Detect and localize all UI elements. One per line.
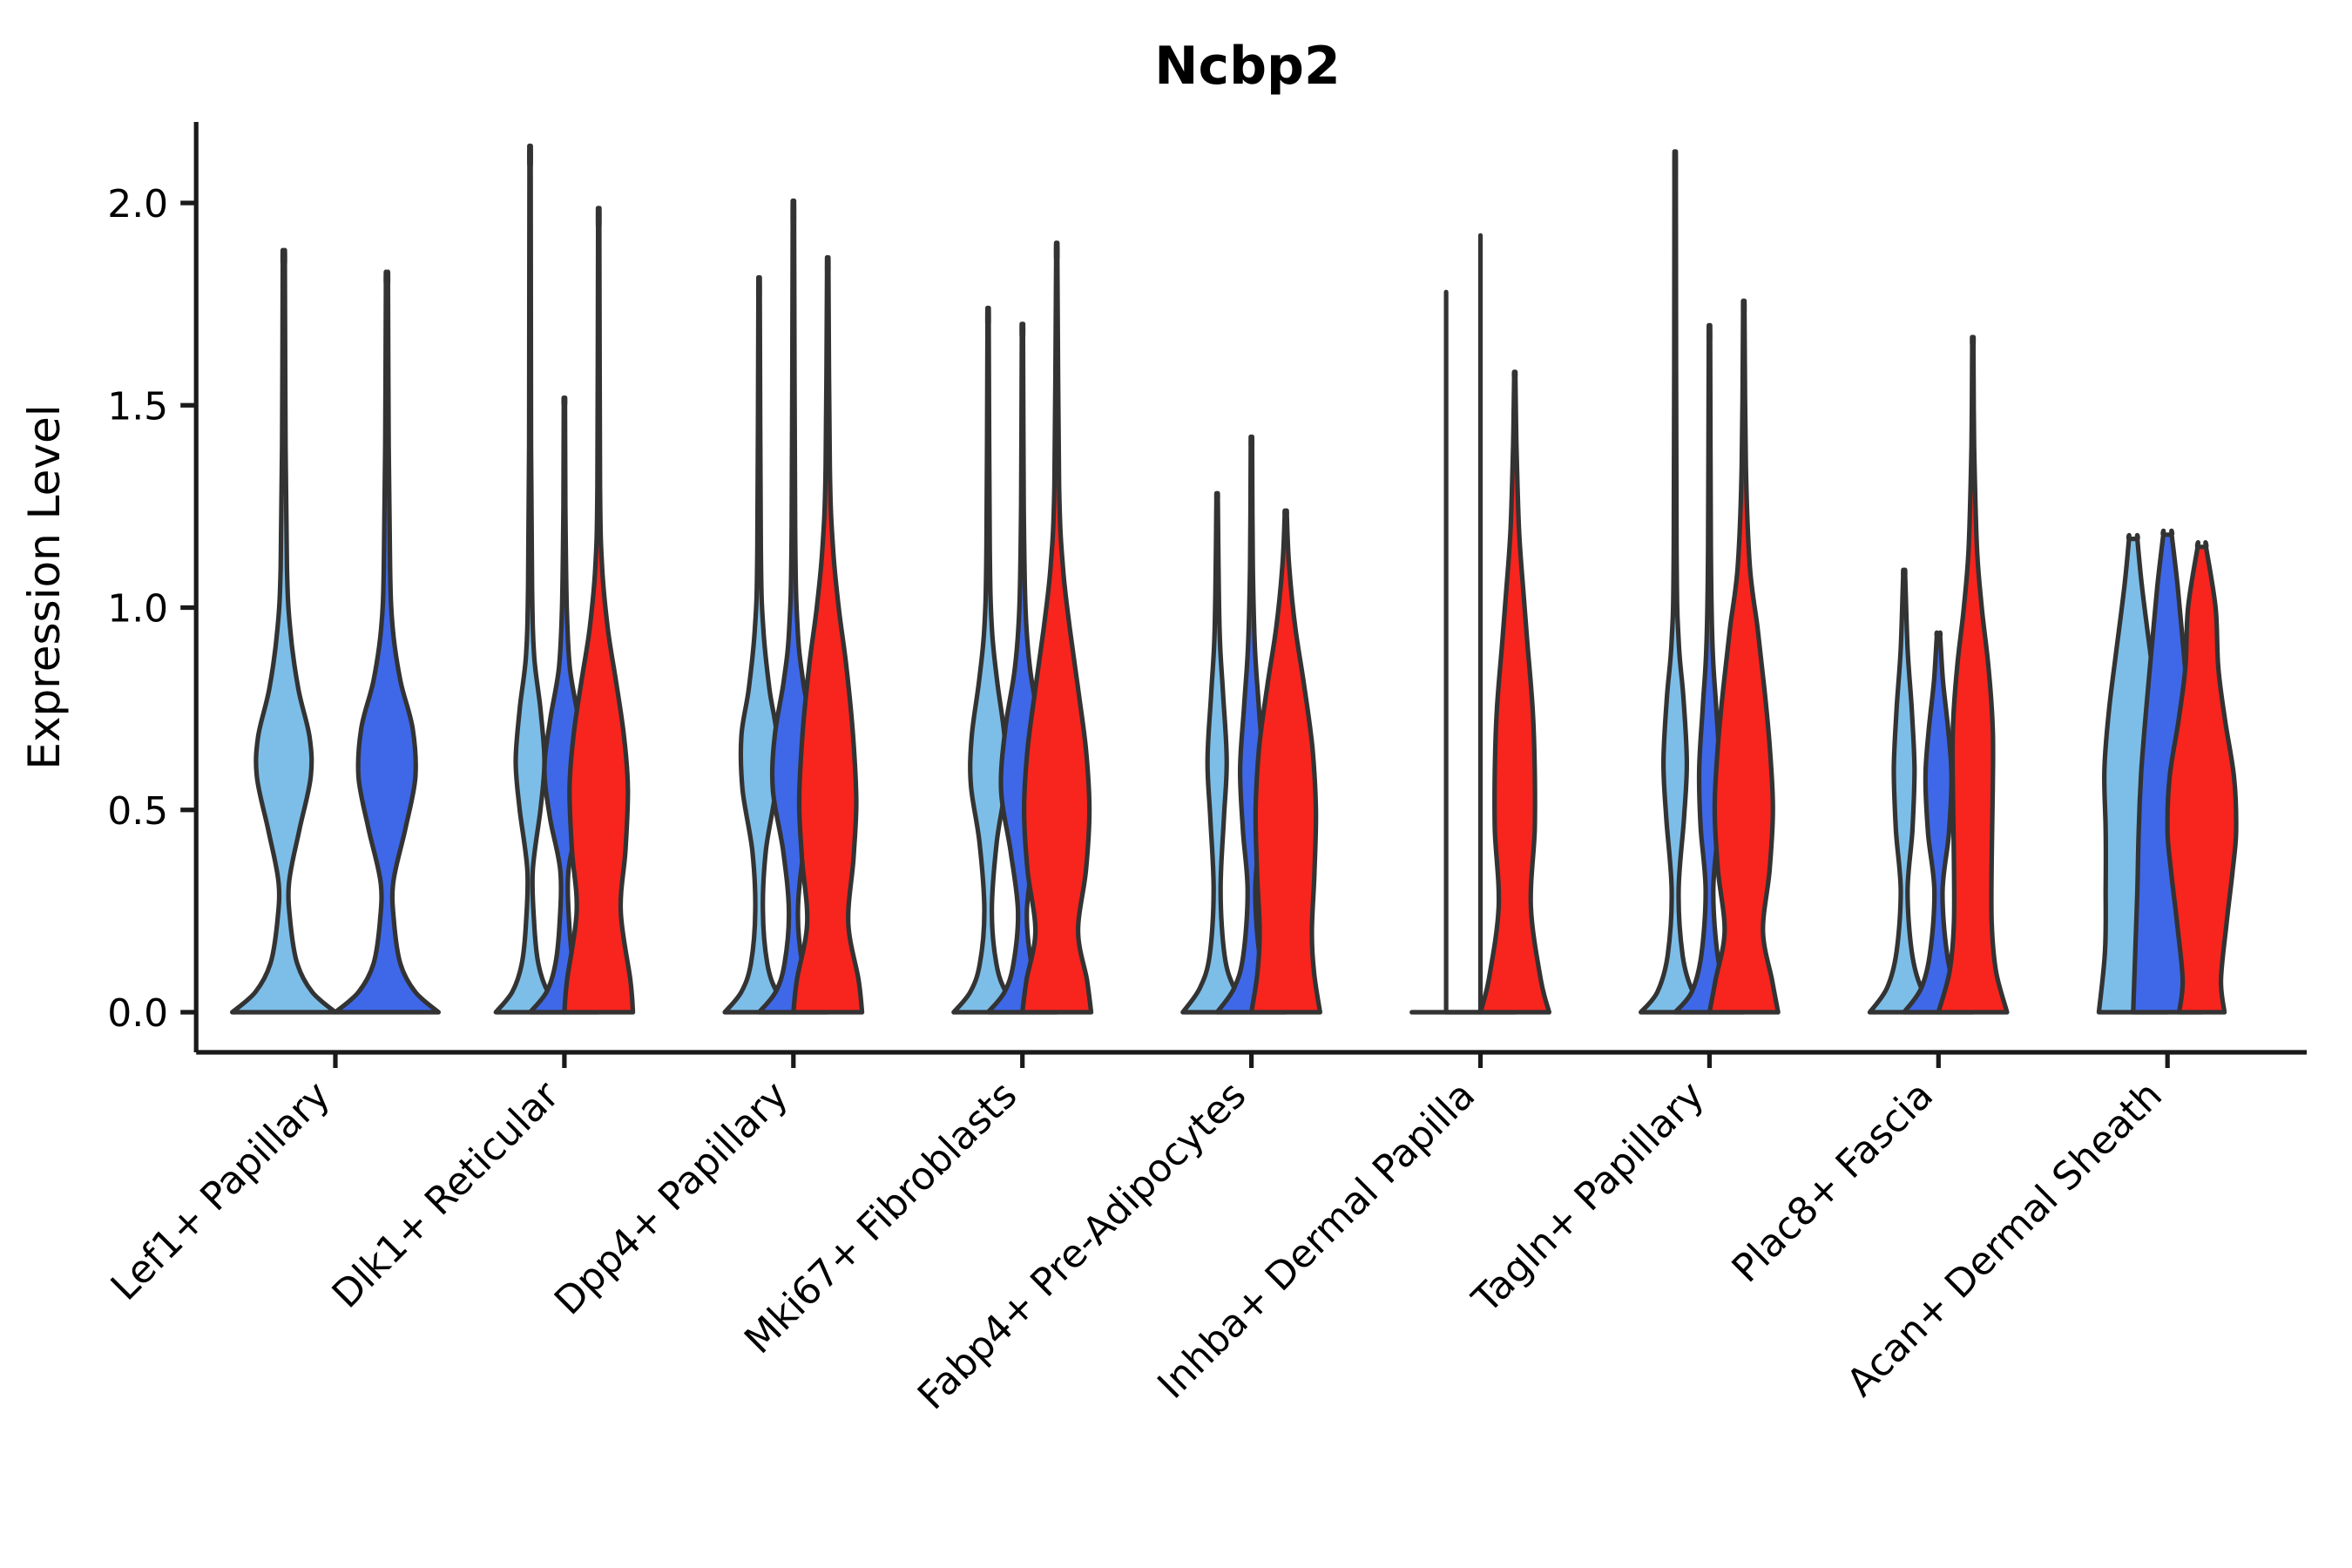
- violin-acan-dermal-sheath-red: [2165, 540, 2239, 1015]
- violin-dlk1-reticular-red: [562, 206, 636, 1015]
- violin-dlk1-reticular-light-blue: [493, 144, 567, 1015]
- figure-title: Ncbp2: [1154, 36, 1340, 97]
- violin-plac8-fascia-red: [1936, 335, 2010, 1015]
- violin-tagln-papillary-light-blue: [1639, 149, 1712, 1015]
- violin-plac8-fascia-light-blue: [1867, 567, 1941, 1015]
- violin-fabp4-pre-adipocytes-light-blue: [1180, 490, 1254, 1015]
- violin-lef1-papillary-light-blue: [230, 247, 338, 1015]
- y-axis-label: Expression Level: [19, 404, 70, 769]
- y-tick-label: 1.0: [107, 587, 168, 632]
- y-tick-label: 1.5: [107, 384, 168, 429]
- violin-mki67-fibroblasts-red: [1020, 240, 1094, 1015]
- violin-mki67-fibroblasts-light-blue: [951, 306, 1025, 1015]
- violin-tagln-papillary-red: [1707, 298, 1781, 1015]
- violin-inhba-dermal-papilla-red: [1478, 369, 1551, 1015]
- violin-lef1-papillary-dark-blue: [333, 269, 441, 1015]
- y-tick-label: 2.0: [107, 182, 168, 226]
- violin-dpp4-papillary-light-blue: [722, 275, 796, 1015]
- violin-dpp4-papillary-red: [791, 254, 865, 1015]
- violin-plac8-fascia-dark-blue: [1902, 630, 1976, 1015]
- y-tick-label: 0.5: [107, 789, 168, 834]
- violin-fabp4-pre-adipocytes-red: [1249, 508, 1322, 1015]
- y-tick-label: 0.0: [107, 991, 168, 1036]
